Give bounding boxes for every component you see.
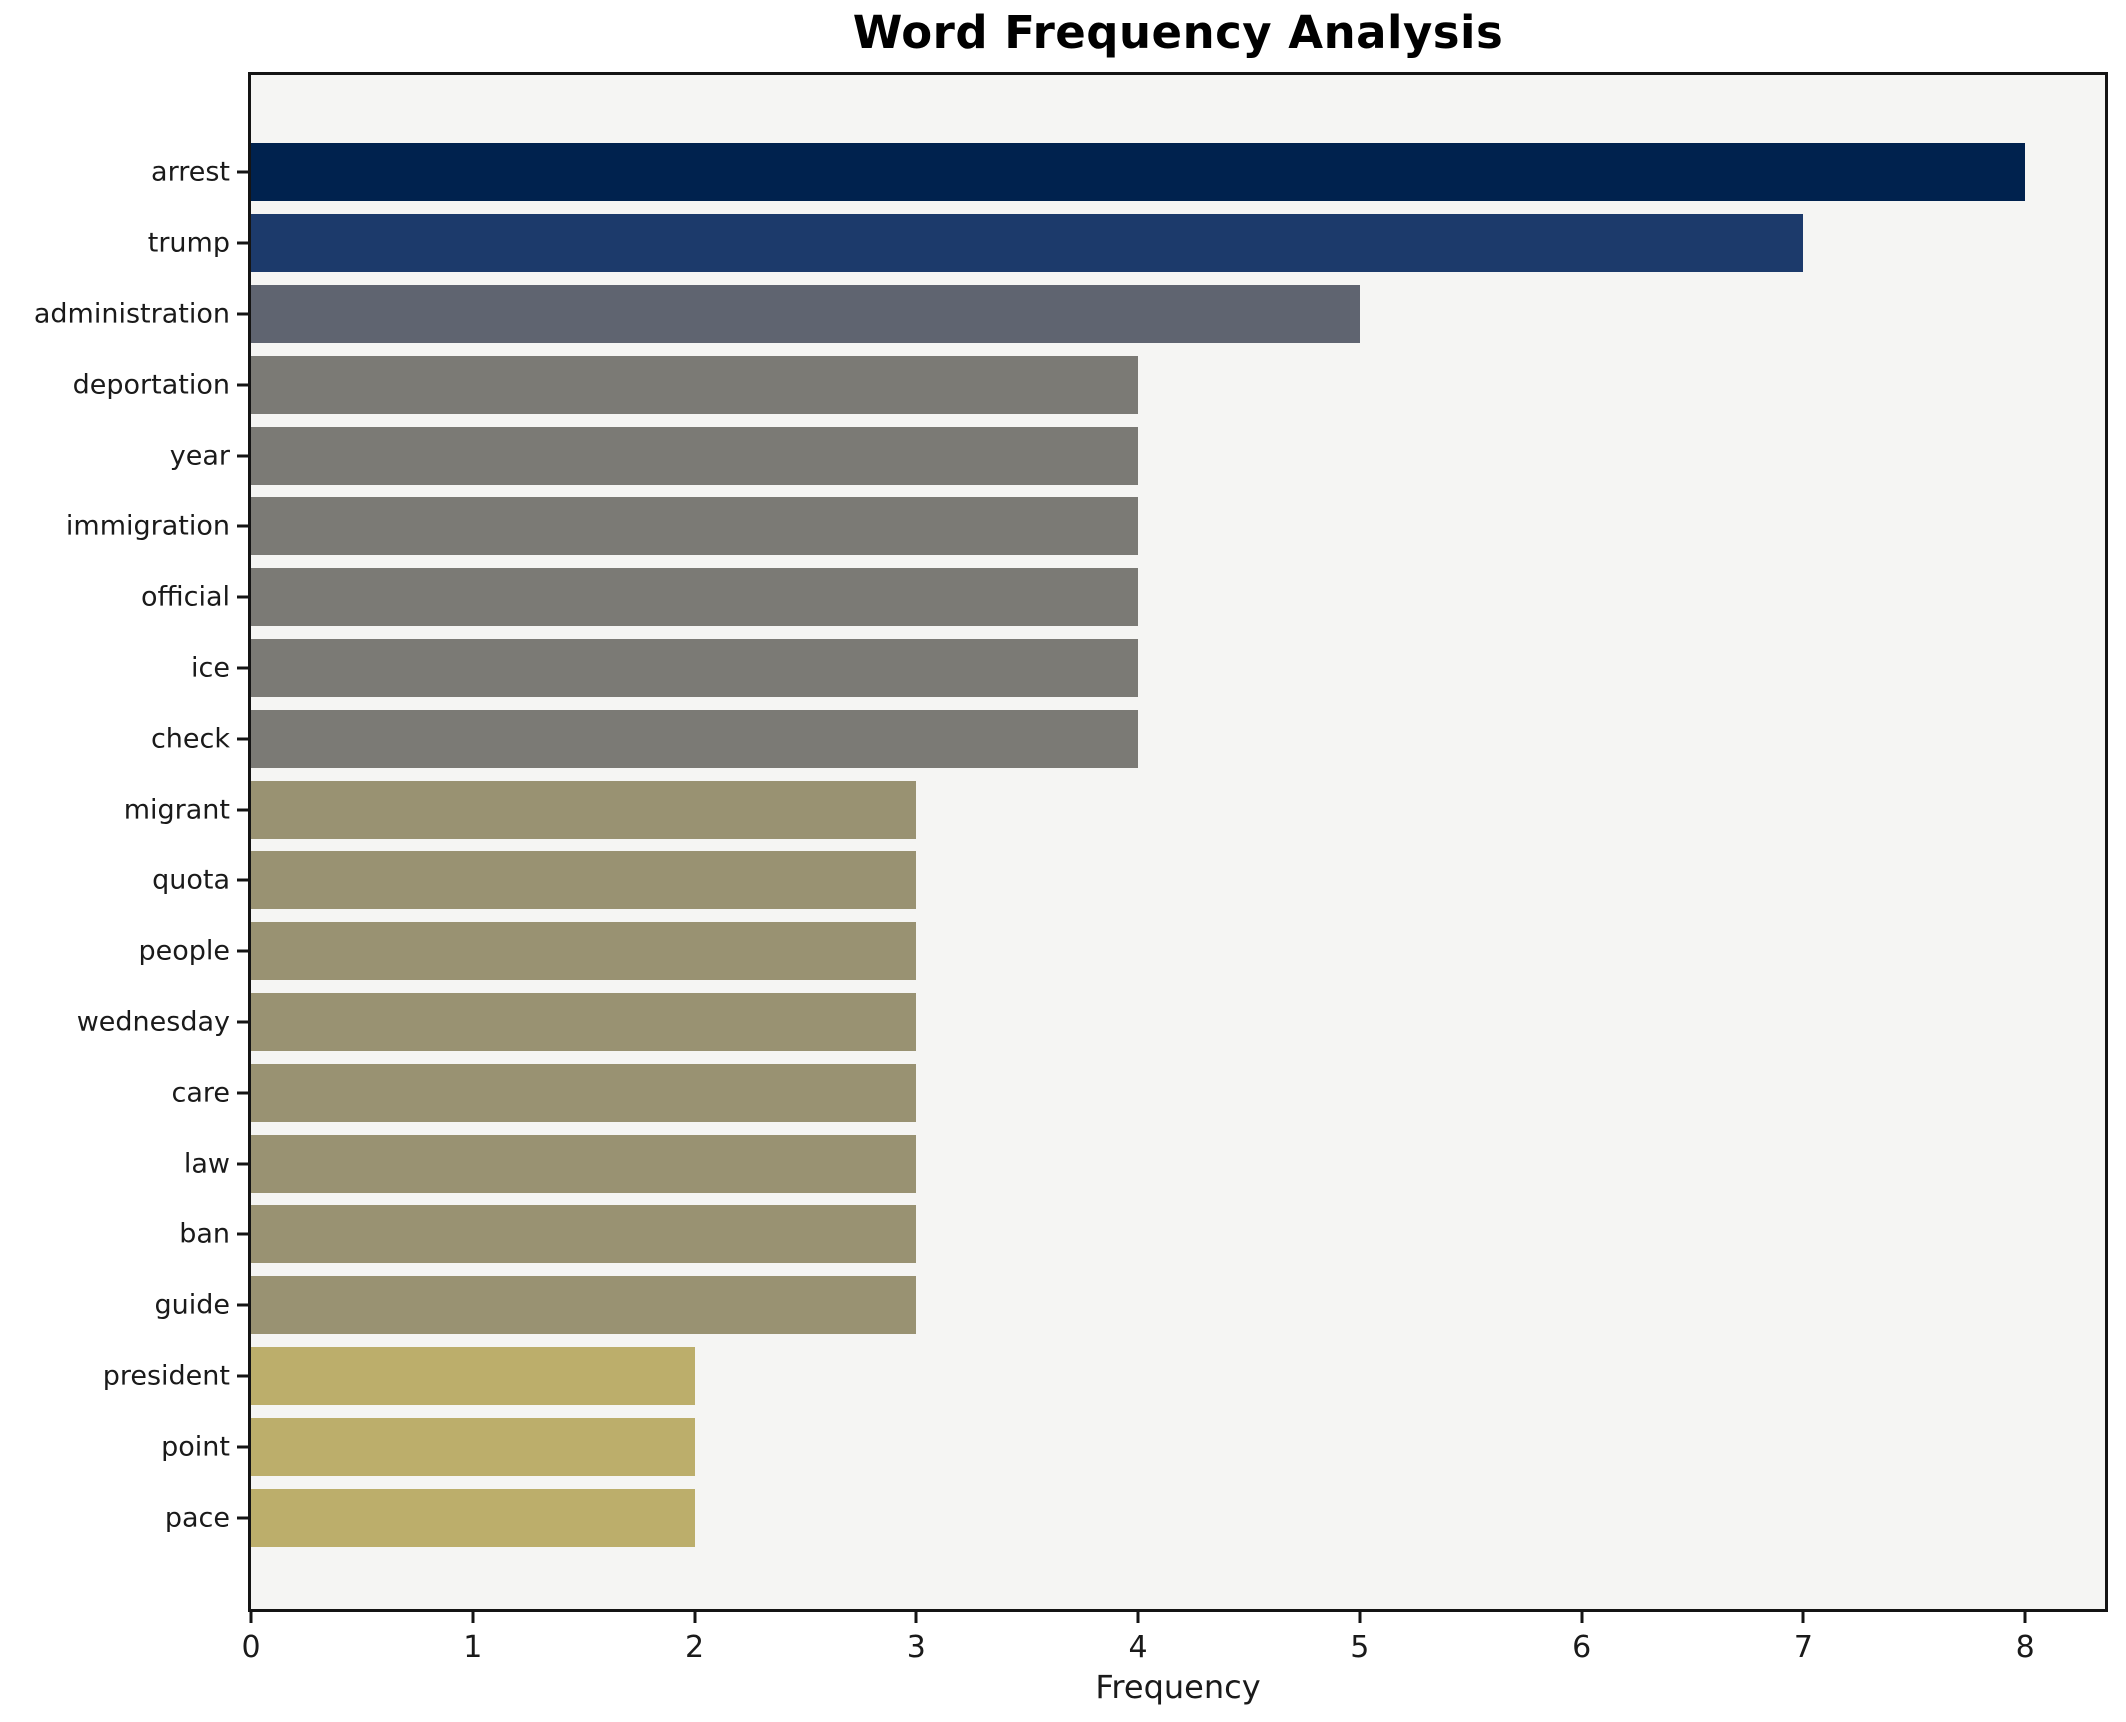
plot-area — [248, 72, 2108, 1612]
y-tick-mark — [237, 1091, 248, 1095]
bar-point — [251, 1417, 695, 1476]
x-tick-mark — [1801, 1612, 1805, 1623]
x-tick-label-8: 8 — [2015, 1630, 2035, 1665]
y-tick-label-deportation: deportation — [72, 369, 230, 401]
bar-law — [251, 1134, 917, 1193]
y-tick-mark — [237, 241, 248, 245]
y-tick-mark — [237, 383, 248, 387]
chart-title: Word Frequency Analysis — [852, 6, 1504, 59]
bar-care — [251, 1063, 917, 1122]
y-tick-mark — [237, 666, 248, 670]
y-tick-label-guide: guide — [154, 1289, 230, 1321]
x-tick-label-4: 4 — [1128, 1630, 1148, 1665]
x-tick-mark — [471, 1612, 475, 1623]
bar-immigration — [251, 497, 1139, 556]
bar-official — [251, 568, 1139, 627]
y-tick-label-pace: pace — [164, 1502, 230, 1534]
bar-deportation — [251, 355, 1139, 414]
y-tick-mark — [237, 312, 248, 316]
y-tick-label-ban: ban — [179, 1218, 230, 1250]
y-tick-label-trump: trump — [147, 227, 230, 259]
y-tick-label-wednesday: wednesday — [76, 1006, 230, 1038]
x-tick-label-5: 5 — [1350, 1630, 1370, 1665]
y-tick-mark — [237, 595, 248, 599]
x-tick-mark — [2023, 1612, 2027, 1623]
y-tick-label-law: law — [183, 1148, 230, 1180]
bar-arrest — [251, 143, 2026, 202]
y-tick-label-check: check — [150, 723, 230, 755]
bar-guide — [251, 1276, 917, 1335]
y-tick-mark — [237, 170, 248, 174]
y-tick-label-administration: administration — [33, 298, 230, 330]
y-tick-label-year: year — [169, 440, 230, 472]
bar-ice — [251, 639, 1139, 697]
x-tick-mark — [693, 1612, 697, 1623]
x-tick-mark — [1580, 1612, 1584, 1623]
y-tick-label-migrant: migrant — [123, 794, 230, 826]
x-tick-label-0: 0 — [241, 1630, 261, 1665]
x-tick-mark — [1136, 1612, 1140, 1623]
x-tick-mark — [914, 1612, 918, 1623]
y-tick-label-immigration: immigration — [65, 510, 230, 542]
x-tick-label-3: 3 — [906, 1630, 926, 1665]
y-tick-mark — [237, 524, 248, 528]
y-tick-mark — [237, 1374, 248, 1378]
y-tick-label-official: official — [140, 581, 230, 613]
bar-trump — [251, 214, 1804, 273]
x-tick-label-6: 6 — [1572, 1630, 1592, 1665]
y-tick-mark — [237, 1445, 248, 1449]
x-tick-label-1: 1 — [463, 1630, 483, 1665]
bar-year — [251, 426, 1139, 485]
bar-administration — [251, 285, 1360, 343]
y-tick-mark — [237, 949, 248, 953]
y-tick-label-point: point — [161, 1431, 230, 1463]
y-tick-label-care: care — [171, 1077, 230, 1109]
y-tick-mark — [237, 808, 248, 812]
y-tick-label-people: people — [138, 935, 230, 967]
y-tick-mark — [237, 454, 248, 458]
y-tick-mark — [237, 1020, 248, 1024]
bar-ban — [251, 1205, 917, 1264]
y-tick-mark — [237, 1303, 248, 1307]
bar-president — [251, 1347, 695, 1405]
y-tick-label-arrest: arrest — [151, 156, 230, 188]
bar-people — [251, 922, 917, 981]
bar-migrant — [251, 780, 917, 839]
bar-pace — [251, 1488, 695, 1547]
y-tick-mark — [237, 737, 248, 741]
y-tick-label-ice: ice — [191, 652, 230, 684]
bar-check — [251, 709, 1139, 768]
y-tick-mark — [237, 1232, 248, 1236]
y-tick-label-president: president — [102, 1360, 230, 1392]
y-tick-mark — [237, 878, 248, 882]
x-axis-title: Frequency — [1095, 1668, 1261, 1706]
x-tick-mark — [249, 1612, 253, 1623]
y-tick-label-quota: quota — [152, 864, 230, 896]
bar-quota — [251, 851, 917, 910]
x-tick-label-7: 7 — [1793, 1630, 1813, 1665]
x-tick-mark — [1358, 1612, 1362, 1623]
bar-wednesday — [251, 993, 917, 1051]
x-tick-label-2: 2 — [684, 1630, 705, 1665]
y-tick-mark — [237, 1162, 248, 1166]
y-tick-mark — [237, 1516, 248, 1520]
